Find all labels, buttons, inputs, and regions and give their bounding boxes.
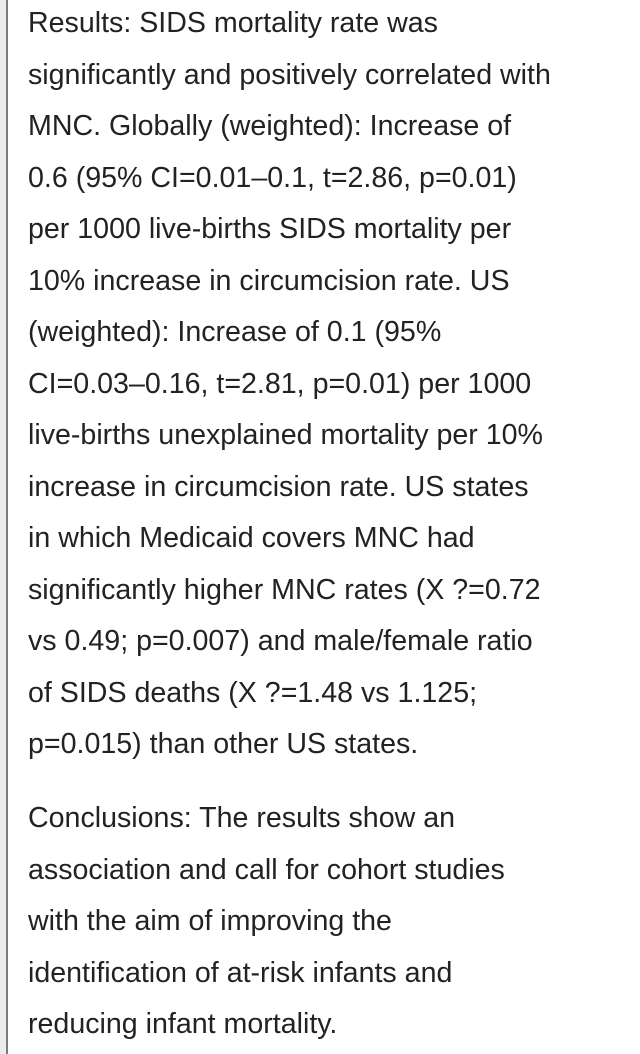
text-line: per 1000 live-births SIDS mortality per <box>28 213 512 245</box>
text-line: live-births unexplained mortality per 10… <box>28 419 543 451</box>
conclusions-paragraph: Conclusions: The results show an associa… <box>28 793 628 1051</box>
text-line: reducing infant mortality. <box>28 1008 338 1040</box>
text-line: 0.6 (95% CI=0.01–0.1, t=2.86, p=0.01) <box>28 161 517 194</box>
text-line: association and call for cohort studies <box>28 853 505 886</box>
text-line: 10% increase in circumcision rate. US <box>28 264 510 297</box>
text-line: MNC. Globally (weighted): Increase of <box>28 110 512 142</box>
text-line: vs 0.49; p=0.007) and male/female ratio <box>28 625 533 657</box>
quote-border-bar <box>6 0 8 1054</box>
text-line: identification of at-risk infants and <box>28 956 453 989</box>
text-line: increase in circumcision rate. US states <box>28 470 529 503</box>
text-line: CI=0.03–0.16, t=2.81, p=0.01) per 1000 <box>28 367 532 400</box>
text-line: (weighted): Increase of 0.1 (95% <box>28 316 442 348</box>
outer-margin-strip <box>0 0 6 1054</box>
text-line: significantly higher MNC rates (X ?=0.72 <box>28 573 541 606</box>
text-line: p=0.015) than other US states. <box>28 728 419 760</box>
text-line: Conclusions: The results show an <box>28 802 456 834</box>
text-line: Results: SIDS mortality rate was <box>28 7 438 39</box>
abstract-text: Results: SIDS mortality rate was signifi… <box>28 0 628 1051</box>
text-line: with the aim of improving the <box>28 905 392 937</box>
text-line: in which Medicaid covers MNC had <box>28 522 475 554</box>
results-paragraph: Results: SIDS mortality rate was signifi… <box>28 0 628 771</box>
text-line: significantly and positively correlated … <box>28 58 551 91</box>
text-line: of SIDS deaths (X ?=1.48 vs 1.125; <box>28 676 478 709</box>
